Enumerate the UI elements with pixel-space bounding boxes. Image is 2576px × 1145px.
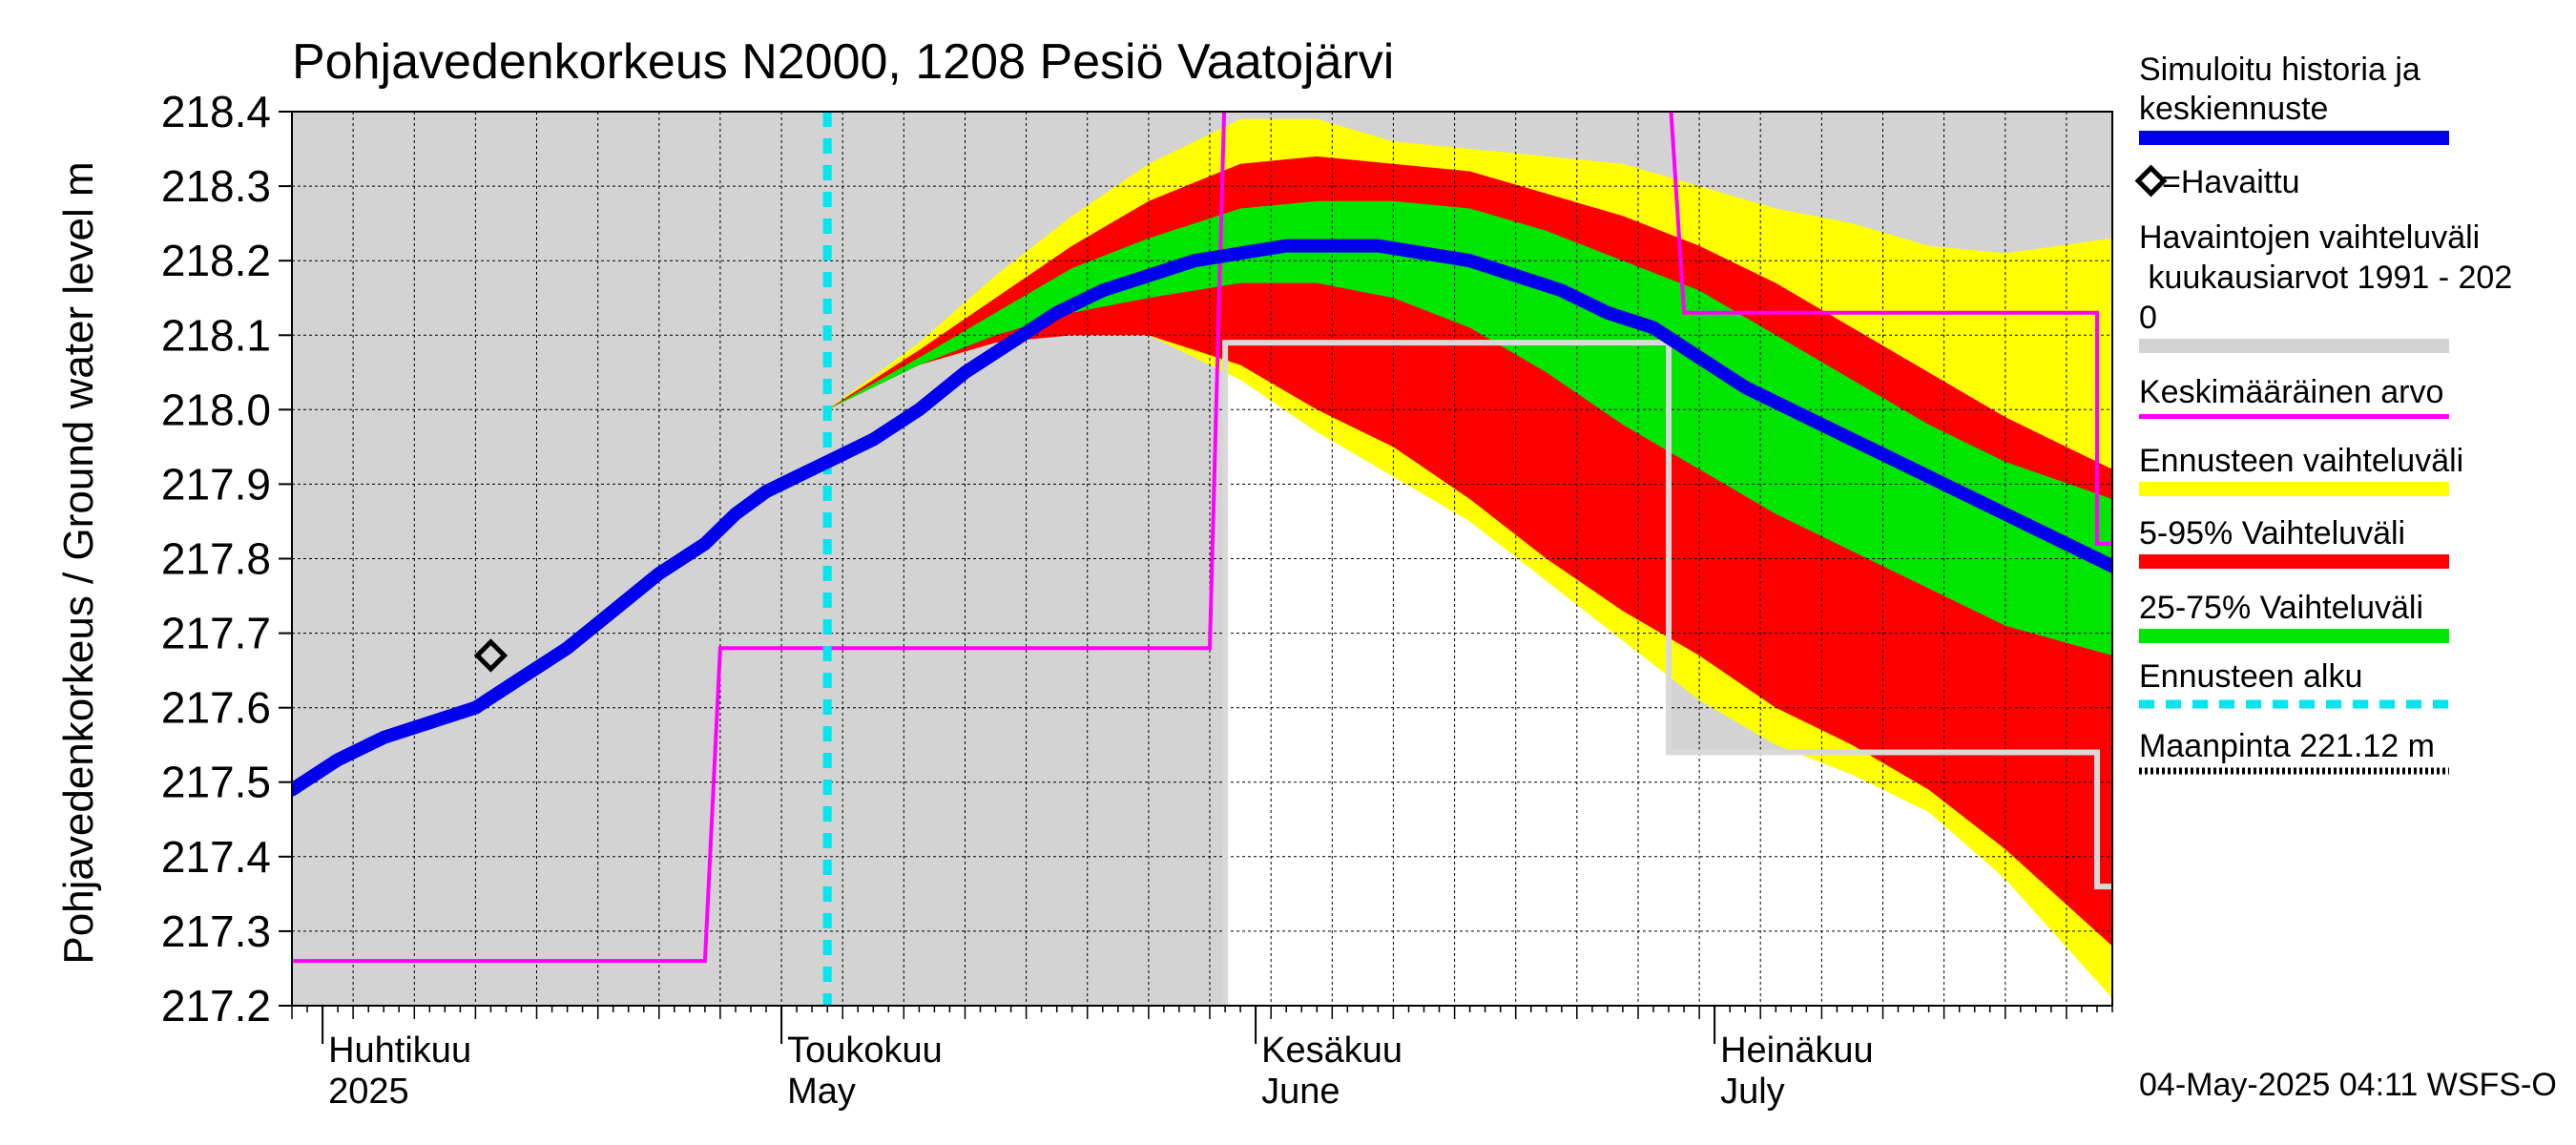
legend-history-label-2: kuukausiarvot 1991 - 202 — [2139, 260, 2512, 296]
simulated-line — [292, 239, 2112, 797]
observed-marker-icon — [2134, 164, 2168, 198]
legend-forecast-range-label: Ennusteen vaihteluväli — [2139, 443, 2463, 479]
legend-history-label-1: Havaintojen vaihteluväli — [2139, 219, 2480, 256]
y-tick-label: 217.7 — [161, 609, 271, 658]
y-axis-label: Pohjavedenkorkeus / Ground water level m — [55, 161, 102, 964]
month-label-en: July — [1720, 1072, 1785, 1112]
month-label-fi: Huhtikuu — [328, 1030, 471, 1071]
legend-forecast-range-swatch — [2139, 482, 2449, 496]
legend-p5-95-label: 5-95% Vaihteluväli — [2139, 515, 2405, 552]
footer-timestamp: 04-May-2025 04:11 WSFS-O — [2139, 1067, 2557, 1103]
legend-simulated-label-2: keskiennuste — [2139, 91, 2328, 127]
y-tick-label: 217.6 — [161, 683, 271, 733]
y-tick-label: 217.5 — [161, 758, 271, 807]
y-tick-label: 218.1 — [161, 310, 271, 360]
legend-ground-level-label: Maanpinta 221.12 m — [2139, 728, 2435, 764]
y-tick-label: 218.4 — [161, 87, 271, 136]
y-tick-label: 217.8 — [161, 534, 271, 584]
y-tick-label: 218.3 — [161, 161, 271, 211]
p25-75-band — [827, 200, 2112, 656]
legend: Simuloitu historia ja keskiennuste =Hava… — [2134, 52, 2512, 775]
legend-observed-label: =Havaittu — [2162, 164, 2300, 200]
y-tick-label: 218.0 — [161, 385, 271, 434]
month-label-en: 2025 — [328, 1072, 409, 1112]
legend-p5-95-swatch — [2139, 554, 2449, 569]
month-label-fi: Toukokuu — [787, 1030, 943, 1071]
y-axis-ticks: 217.2 217.3 217.4 217.5 217.6 217.7 217.8 217.9… — [161, 87, 292, 1030]
y-tick-label: 217.4 — [161, 832, 271, 882]
y-tick-label: 217.9 — [161, 459, 271, 509]
legend-mean-label: Keskimääräinen arvo — [2139, 374, 2443, 410]
y-tick-label: 217.2 — [161, 981, 271, 1030]
legend-p25-75-swatch — [2139, 629, 2449, 643]
history-min-line — [1222, 340, 2112, 1006]
legend-history-label-3: 0 — [2139, 300, 2157, 336]
y-tick-label: 217.3 — [161, 906, 271, 956]
legend-mean-swatch — [2139, 414, 2449, 419]
plot-area — [292, 112, 2112, 1006]
observed-point — [473, 638, 509, 673]
chart-title: Pohjavedenkorkeus N2000, 1208 Pesiö Vaat… — [292, 34, 1394, 90]
legend-simulated-swatch — [2139, 131, 2449, 145]
legend-simulated-label-1: Simuloitu historia ja — [2139, 52, 2420, 88]
month-label-en: May — [787, 1072, 856, 1112]
legend-p25-75-label: 25-75% Vaihteluväli — [2139, 590, 2423, 626]
month-label-en: June — [1261, 1072, 1340, 1112]
legend-history-swatch — [2139, 339, 2449, 353]
mean-line — [292, 112, 2112, 964]
legend-forecast-start-label: Ennusteen alku — [2139, 658, 2362, 695]
observed-points — [473, 638, 509, 673]
month-label-fi: Kesäkuu — [1261, 1030, 1402, 1071]
y-tick-label: 218.2 — [161, 236, 271, 285]
month-label-fi: Heinäkuu — [1720, 1030, 1874, 1071]
